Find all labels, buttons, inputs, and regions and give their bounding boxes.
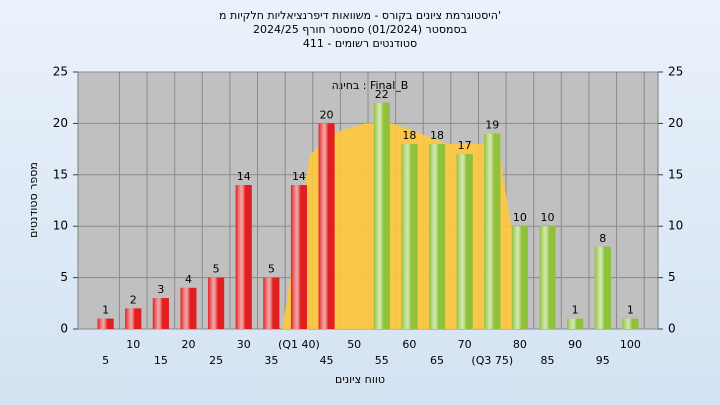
y2-tick-label: 25 (668, 65, 683, 79)
y2-tick-label: 20 (668, 116, 683, 130)
bar (263, 277, 280, 329)
bar (97, 318, 114, 329)
x-tick-label: (Q1 40) (278, 338, 320, 351)
value-label: 10 (513, 211, 527, 224)
bar (180, 287, 197, 329)
distribution-area (282, 123, 520, 330)
x-tick-label: 55 (375, 354, 389, 367)
x-tick-label: 90 (568, 338, 582, 351)
bar (235, 185, 252, 329)
bar (511, 226, 528, 329)
bar (401, 143, 418, 329)
x-tick-label: 15 (154, 354, 168, 367)
x-tick-label: (Q3 75) (471, 354, 513, 367)
value-label: 17 (458, 139, 472, 152)
x-tick-label: 100 (620, 338, 641, 351)
y-tick-label: 5 (60, 270, 68, 284)
y-tick-label: 25 (53, 65, 68, 79)
value-label: 1 (572, 304, 579, 317)
bar (567, 318, 584, 329)
value-label: 2 (130, 293, 137, 306)
value-label: 14 (292, 170, 306, 183)
x-tick-label: 45 (320, 354, 334, 367)
bar (539, 226, 556, 329)
y2-tick-label: 0 (668, 322, 676, 336)
value-label: 1 (102, 304, 109, 317)
value-label: 18 (430, 129, 444, 142)
x-tick-label: 95 (596, 354, 610, 367)
bar (152, 298, 169, 329)
value-label: 8 (599, 232, 606, 245)
y-axis-label: מספר סטודנטים (27, 162, 40, 238)
bar (456, 154, 473, 329)
chart-subtitle: בסמסטר (01/2024) סמסטר חורף 2024/25 (253, 23, 467, 36)
x-tick-label: 70 (458, 338, 472, 351)
value-label: 5 (268, 263, 275, 276)
x-tick-label: 10 (126, 338, 140, 351)
x-tick-label: 50 (347, 338, 361, 351)
x-tick-label: 30 (237, 338, 251, 351)
value-label: 22 (375, 88, 389, 101)
value-label: 10 (541, 211, 555, 224)
value-label: 18 (402, 129, 416, 142)
bar (429, 143, 446, 329)
bar (290, 185, 307, 329)
value-label: 3 (157, 283, 164, 296)
x-tick-label: 85 (541, 354, 555, 367)
bar (125, 308, 142, 329)
x-axis-label: טווח ציונים (335, 373, 385, 386)
value-label: 4 (185, 273, 192, 286)
value-label: 5 (213, 263, 220, 276)
y-tick-label: 0 (60, 322, 68, 336)
value-label: 1 (627, 304, 634, 317)
bar (208, 277, 225, 329)
x-tick-label: 35 (264, 354, 278, 367)
bar (373, 102, 390, 329)
value-label: 14 (237, 170, 251, 183)
chart-title: היסטוגרמת ציונים בקורס - משוואות דיפרנצי… (219, 9, 501, 22)
chart-subtitle: סטודנטים רשומים - 411 (303, 37, 417, 50)
bar (318, 123, 335, 330)
y-tick-label: 10 (53, 219, 68, 233)
x-tick-label: 25 (209, 354, 223, 367)
bar (622, 318, 639, 329)
y-tick-label: 20 (53, 116, 68, 130)
y2-tick-label: 5 (668, 270, 676, 284)
annotation: בחינה : Final_B (332, 79, 409, 92)
y2-tick-label: 15 (668, 167, 683, 181)
y-tick-label: 15 (53, 167, 68, 181)
x-tick-label: 5 (102, 354, 109, 367)
value-label: 19 (485, 119, 499, 132)
x-tick-label: 20 (181, 338, 195, 351)
value-label: 20 (320, 108, 334, 121)
bar (594, 246, 611, 329)
y2-tick-label: 10 (668, 219, 683, 233)
x-tick-label: 65 (430, 354, 444, 367)
bar (484, 133, 501, 329)
x-tick-label: 60 (402, 338, 416, 351)
x-tick-label: 80 (513, 338, 527, 351)
